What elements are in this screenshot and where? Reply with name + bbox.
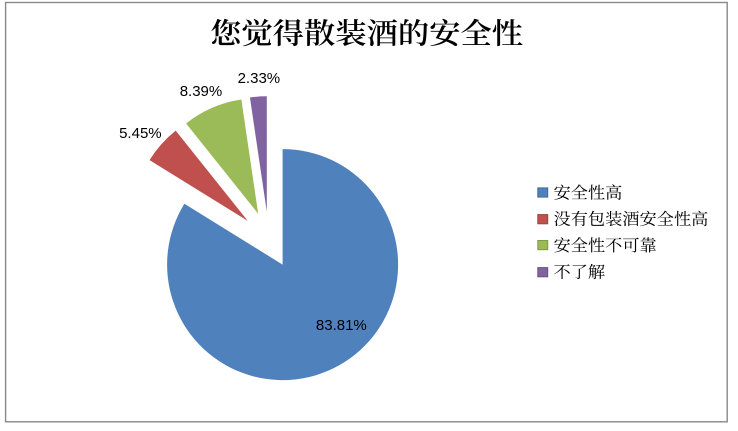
svg-text:8.39%: 8.39% (180, 83, 223, 100)
svg-text:5.45%: 5.45% (119, 125, 162, 142)
svg-text:83.81%: 83.81% (316, 317, 367, 334)
svg-text:2.33%: 2.33% (238, 70, 281, 87)
